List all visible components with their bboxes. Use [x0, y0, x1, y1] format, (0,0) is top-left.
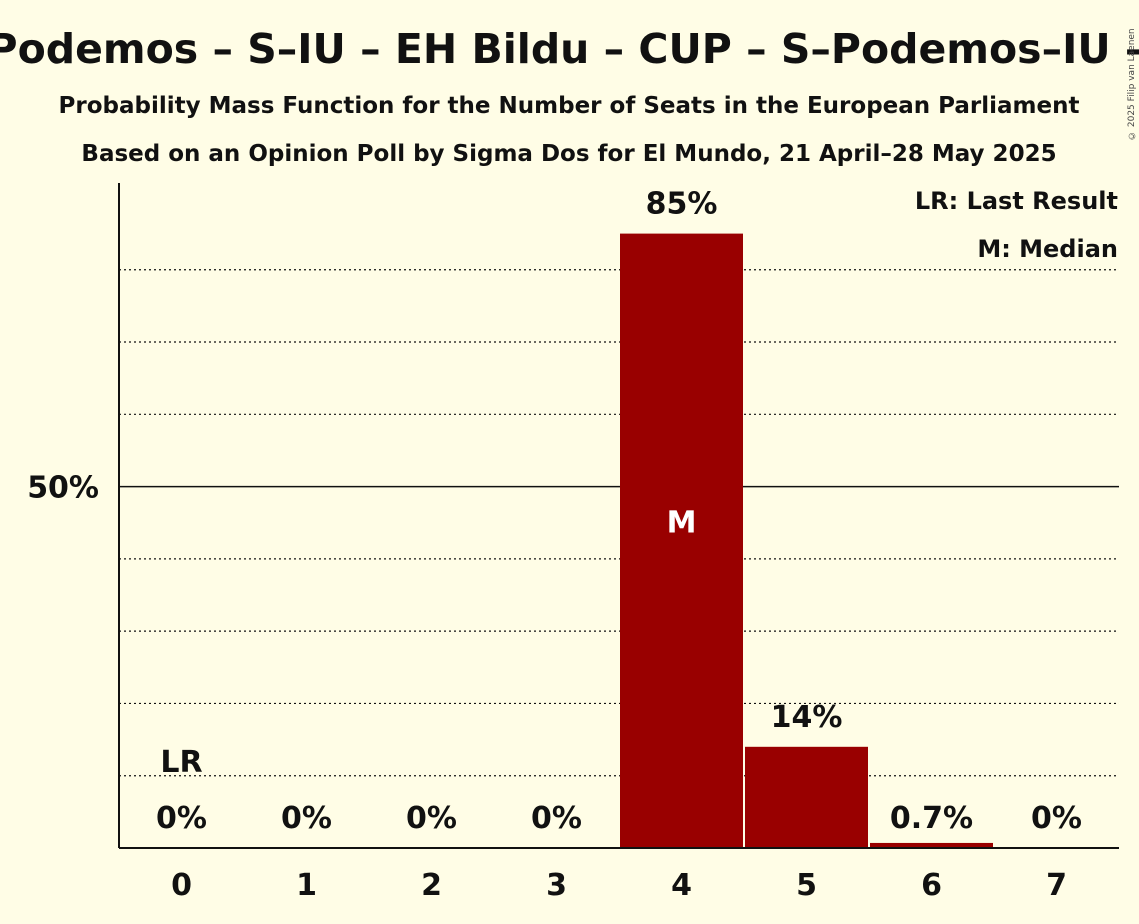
data-label: 0.7%: [890, 801, 973, 836]
x-tick-label: 7: [1046, 868, 1067, 903]
bars: [620, 233, 993, 848]
x-tick-label: 1: [296, 868, 317, 903]
data-label: 85%: [646, 187, 718, 222]
x-tick-labels: 0 1 2 3 4 5 6 7: [171, 868, 1067, 903]
median-marker: M: [667, 506, 697, 541]
data-label: 0%: [531, 801, 582, 836]
x-tick-label: 0: [171, 868, 192, 903]
bar: [620, 233, 743, 848]
bar: [745, 746, 868, 848]
x-tick-label: 3: [546, 868, 567, 903]
value-labels: 0% LR 0% 0% 0% M 85% 14% 0.7% 0%: [156, 187, 1082, 836]
data-label: 14%: [771, 700, 843, 735]
chart-title: Sumar–Podemos – S–IU – EH Bildu – CUP – …: [0, 25, 1139, 73]
last-result-marker: LR: [160, 745, 202, 780]
data-label: 0%: [156, 801, 207, 836]
x-tick-label: 5: [796, 868, 817, 903]
legend-median: M: Median: [977, 235, 1118, 263]
legend-last-result: LR: Last Result: [915, 187, 1118, 215]
y-tick-label: 50%: [27, 471, 99, 506]
data-label: 0%: [281, 801, 332, 836]
chart-subtitle-2: Based on an Opinion Poll by Sigma Dos fo…: [81, 141, 1056, 167]
chart-subtitle-1: Probability Mass Function for the Number…: [59, 93, 1080, 119]
data-label: 0%: [1031, 801, 1082, 836]
y-tick-labels: 50%: [27, 471, 99, 506]
copyright-credit: © 2025 Filip van Laenen: [1127, 28, 1137, 140]
x-tick-label: 4: [671, 868, 692, 903]
data-label: 0%: [406, 801, 457, 836]
x-tick-label: 6: [921, 868, 942, 903]
bar: [870, 842, 993, 848]
gridlines: [119, 269, 1119, 777]
x-tick-label: 2: [421, 868, 442, 903]
